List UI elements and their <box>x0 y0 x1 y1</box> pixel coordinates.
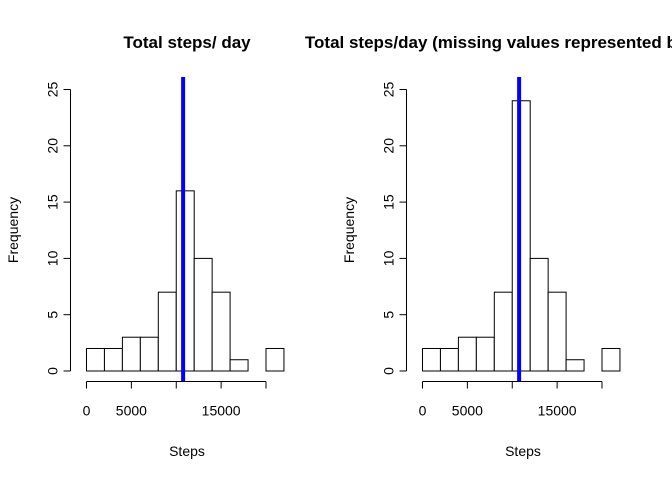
histogram-bar <box>422 347 441 372</box>
histogram-panel-1: Total steps/ day 0 5 10 15 20 25 0 5000 15000 F… <box>5 33 285 459</box>
x-tick-label: 0 <box>419 403 427 419</box>
histogram-bar <box>457 336 477 372</box>
y-tick-label: 25 <box>45 82 61 98</box>
y-tick-label: 15 <box>381 194 397 210</box>
histogram-bar <box>439 347 459 372</box>
y-axis: 0 5 10 15 20 25 <box>45 82 71 375</box>
x-axis: 0 5000 15000 <box>83 381 267 419</box>
x-tick-label: 5000 <box>116 403 147 419</box>
y-tick-label: 10 <box>45 250 61 266</box>
histogram-bar <box>157 291 177 372</box>
histogram-bar <box>493 291 513 372</box>
bars <box>86 190 285 372</box>
y-tick-label: 20 <box>381 138 397 154</box>
x-axis-label: Steps <box>169 443 205 459</box>
bars <box>422 100 621 372</box>
histogram-bar <box>511 100 531 372</box>
y-tick-label: 5 <box>45 311 61 319</box>
y-axis-label: Frequency <box>341 197 357 263</box>
histogram-bar <box>211 291 231 372</box>
histogram-bar <box>547 291 567 372</box>
x-tick-label: 5000 <box>452 403 483 419</box>
histogram-bar <box>103 347 123 372</box>
y-tick-label: 20 <box>45 138 61 154</box>
histogram-bar <box>265 347 285 372</box>
histogram-bar <box>475 336 495 372</box>
x-tick-label: 0 <box>83 403 91 419</box>
x-axis: 0 5000 15000 <box>419 381 603 419</box>
histogram-bar <box>139 336 159 372</box>
histogram-panel-2: Total steps/day (missing values represen… <box>305 33 672 459</box>
histogram-bar <box>175 190 195 372</box>
histogram-bar <box>86 347 105 372</box>
histogram-bar <box>229 359 249 372</box>
y-tick-label: 0 <box>381 367 397 375</box>
histogram-bar <box>121 336 141 372</box>
y-axis: 0 5 10 15 20 25 <box>381 82 407 375</box>
histogram-bar <box>529 257 549 372</box>
chart-title: Total steps/ day <box>123 33 251 52</box>
histogram-bar <box>565 359 585 372</box>
histogram-bar <box>601 347 621 372</box>
y-axis-label: Frequency <box>5 197 21 263</box>
y-tick-label: 10 <box>381 250 397 266</box>
y-tick-label: 25 <box>381 82 397 98</box>
x-axis-label: Steps <box>505 443 541 459</box>
histogram-bar <box>193 257 213 372</box>
y-tick-label: 5 <box>381 311 397 319</box>
x-tick-label: 15000 <box>538 403 577 419</box>
x-tick-label: 15000 <box>202 403 241 419</box>
chart-title: Total steps/day (missing values represen… <box>305 33 672 52</box>
y-tick-label: 15 <box>45 194 61 210</box>
y-tick-label: 0 <box>45 367 61 375</box>
